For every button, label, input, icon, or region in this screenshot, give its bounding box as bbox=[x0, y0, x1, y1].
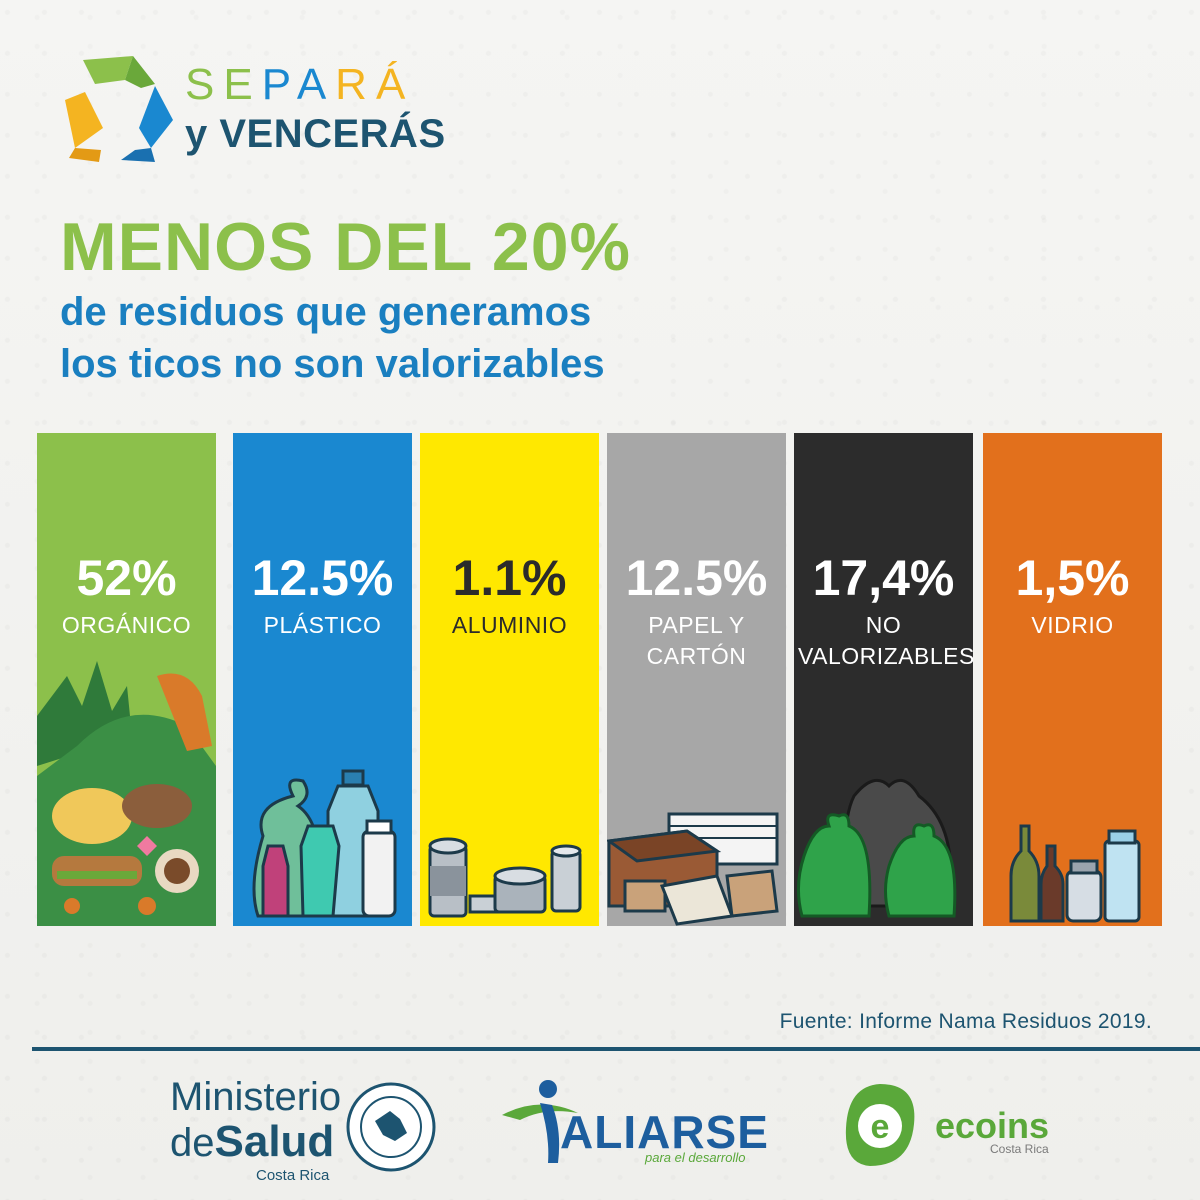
category-percent: 52% bbox=[76, 550, 177, 606]
category-card-plastico: 12.5% PLÁSTICO bbox=[233, 433, 412, 926]
ecoins-country: Costa Rica bbox=[990, 1142, 1049, 1156]
category-label: ALUMINIO bbox=[451, 612, 568, 638]
paper-cardboard-icon bbox=[607, 812, 779, 926]
aliarse-name: ALIARSE bbox=[560, 1106, 769, 1158]
recycle-icon bbox=[65, 56, 173, 162]
ecoins-name: ecoins bbox=[935, 1105, 1050, 1146]
brand-letter: R bbox=[335, 60, 376, 109]
trash-bags-icon bbox=[797, 778, 957, 918]
separa-y-venceras-logo: SEPARÁ y VENCERÁS bbox=[55, 50, 455, 170]
category-card-organico: 52% ORGÁNICO bbox=[37, 433, 216, 926]
category-label: PLÁSTICO bbox=[263, 612, 382, 638]
ministerio-seal-icon bbox=[346, 1082, 436, 1172]
aliarse-tagline: para el desarrollo bbox=[645, 1150, 746, 1165]
category-card-papel-carton: 12.5% PAPEL Y CARTÓN bbox=[607, 433, 786, 926]
ministerio-line2: deSalud bbox=[170, 1117, 334, 1167]
aluminum-cans-icon bbox=[428, 837, 582, 918]
category-percent: 1.1% bbox=[452, 550, 567, 606]
aliarse-logo: ALIARSE para el desarrollo bbox=[500, 1075, 770, 1165]
ministerio-de: de bbox=[170, 1121, 215, 1165]
aliarse-figure-icon bbox=[502, 1080, 578, 1163]
brand-letter: Á bbox=[375, 60, 415, 109]
organic-waste-pile-icon bbox=[37, 661, 216, 926]
category-percent: 12.5% bbox=[625, 550, 768, 606]
ministerio-salud-logo: Ministerio deSalud Costa Rica bbox=[170, 1075, 440, 1185]
ministerio-country: Costa Rica bbox=[256, 1167, 330, 1184]
category-percent: 12.5% bbox=[251, 550, 394, 606]
source-note: Fuente: Informe Nama Residuos 2019. bbox=[779, 1010, 1152, 1033]
ministerio-line1: Ministerio bbox=[170, 1075, 342, 1119]
category-percent: 1,5% bbox=[1015, 550, 1130, 606]
subtitle-line2: los ticos no son valorizables bbox=[60, 342, 605, 386]
brand-line2: y VENCERÁS bbox=[185, 112, 446, 156]
svg-text:e: e bbox=[871, 1108, 890, 1146]
subtitle-line1: de residuos que generamos bbox=[60, 290, 592, 334]
category-card-no-valorizables: 17,4% NO VALORIZABLES bbox=[794, 433, 973, 926]
brand-letter: S bbox=[185, 60, 224, 109]
footer-divider bbox=[32, 1047, 1200, 1051]
category-label: NO VALORIZABLES bbox=[798, 612, 973, 669]
brand-letter: P bbox=[261, 60, 297, 109]
ecoins-logo: e ecoins Costa Rica bbox=[840, 1080, 1060, 1180]
category-percent: 17,4% bbox=[812, 550, 955, 606]
plastic-bottles-icon bbox=[252, 769, 397, 918]
headline: MENOS DEL 20% bbox=[60, 209, 632, 285]
ministerio-salud: Salud bbox=[214, 1117, 335, 1166]
category-label: ORGÁNICO bbox=[61, 612, 192, 638]
category-label: VIDRIO bbox=[1031, 612, 1114, 638]
brand-letter: E bbox=[223, 60, 262, 109]
category-label: PAPEL Y CARTÓN bbox=[646, 612, 747, 669]
glass-bottles-icon bbox=[1009, 824, 1141, 923]
category-card-aluminio: 1.1% ALUMINIO bbox=[420, 433, 599, 926]
category-card-vidrio: 1,5% VIDRIO bbox=[983, 433, 1162, 926]
brand-letter: A bbox=[296, 60, 336, 109]
brand-line1: SEPARÁ bbox=[185, 60, 414, 110]
ecoins-e-icon: e bbox=[845, 1084, 915, 1166]
